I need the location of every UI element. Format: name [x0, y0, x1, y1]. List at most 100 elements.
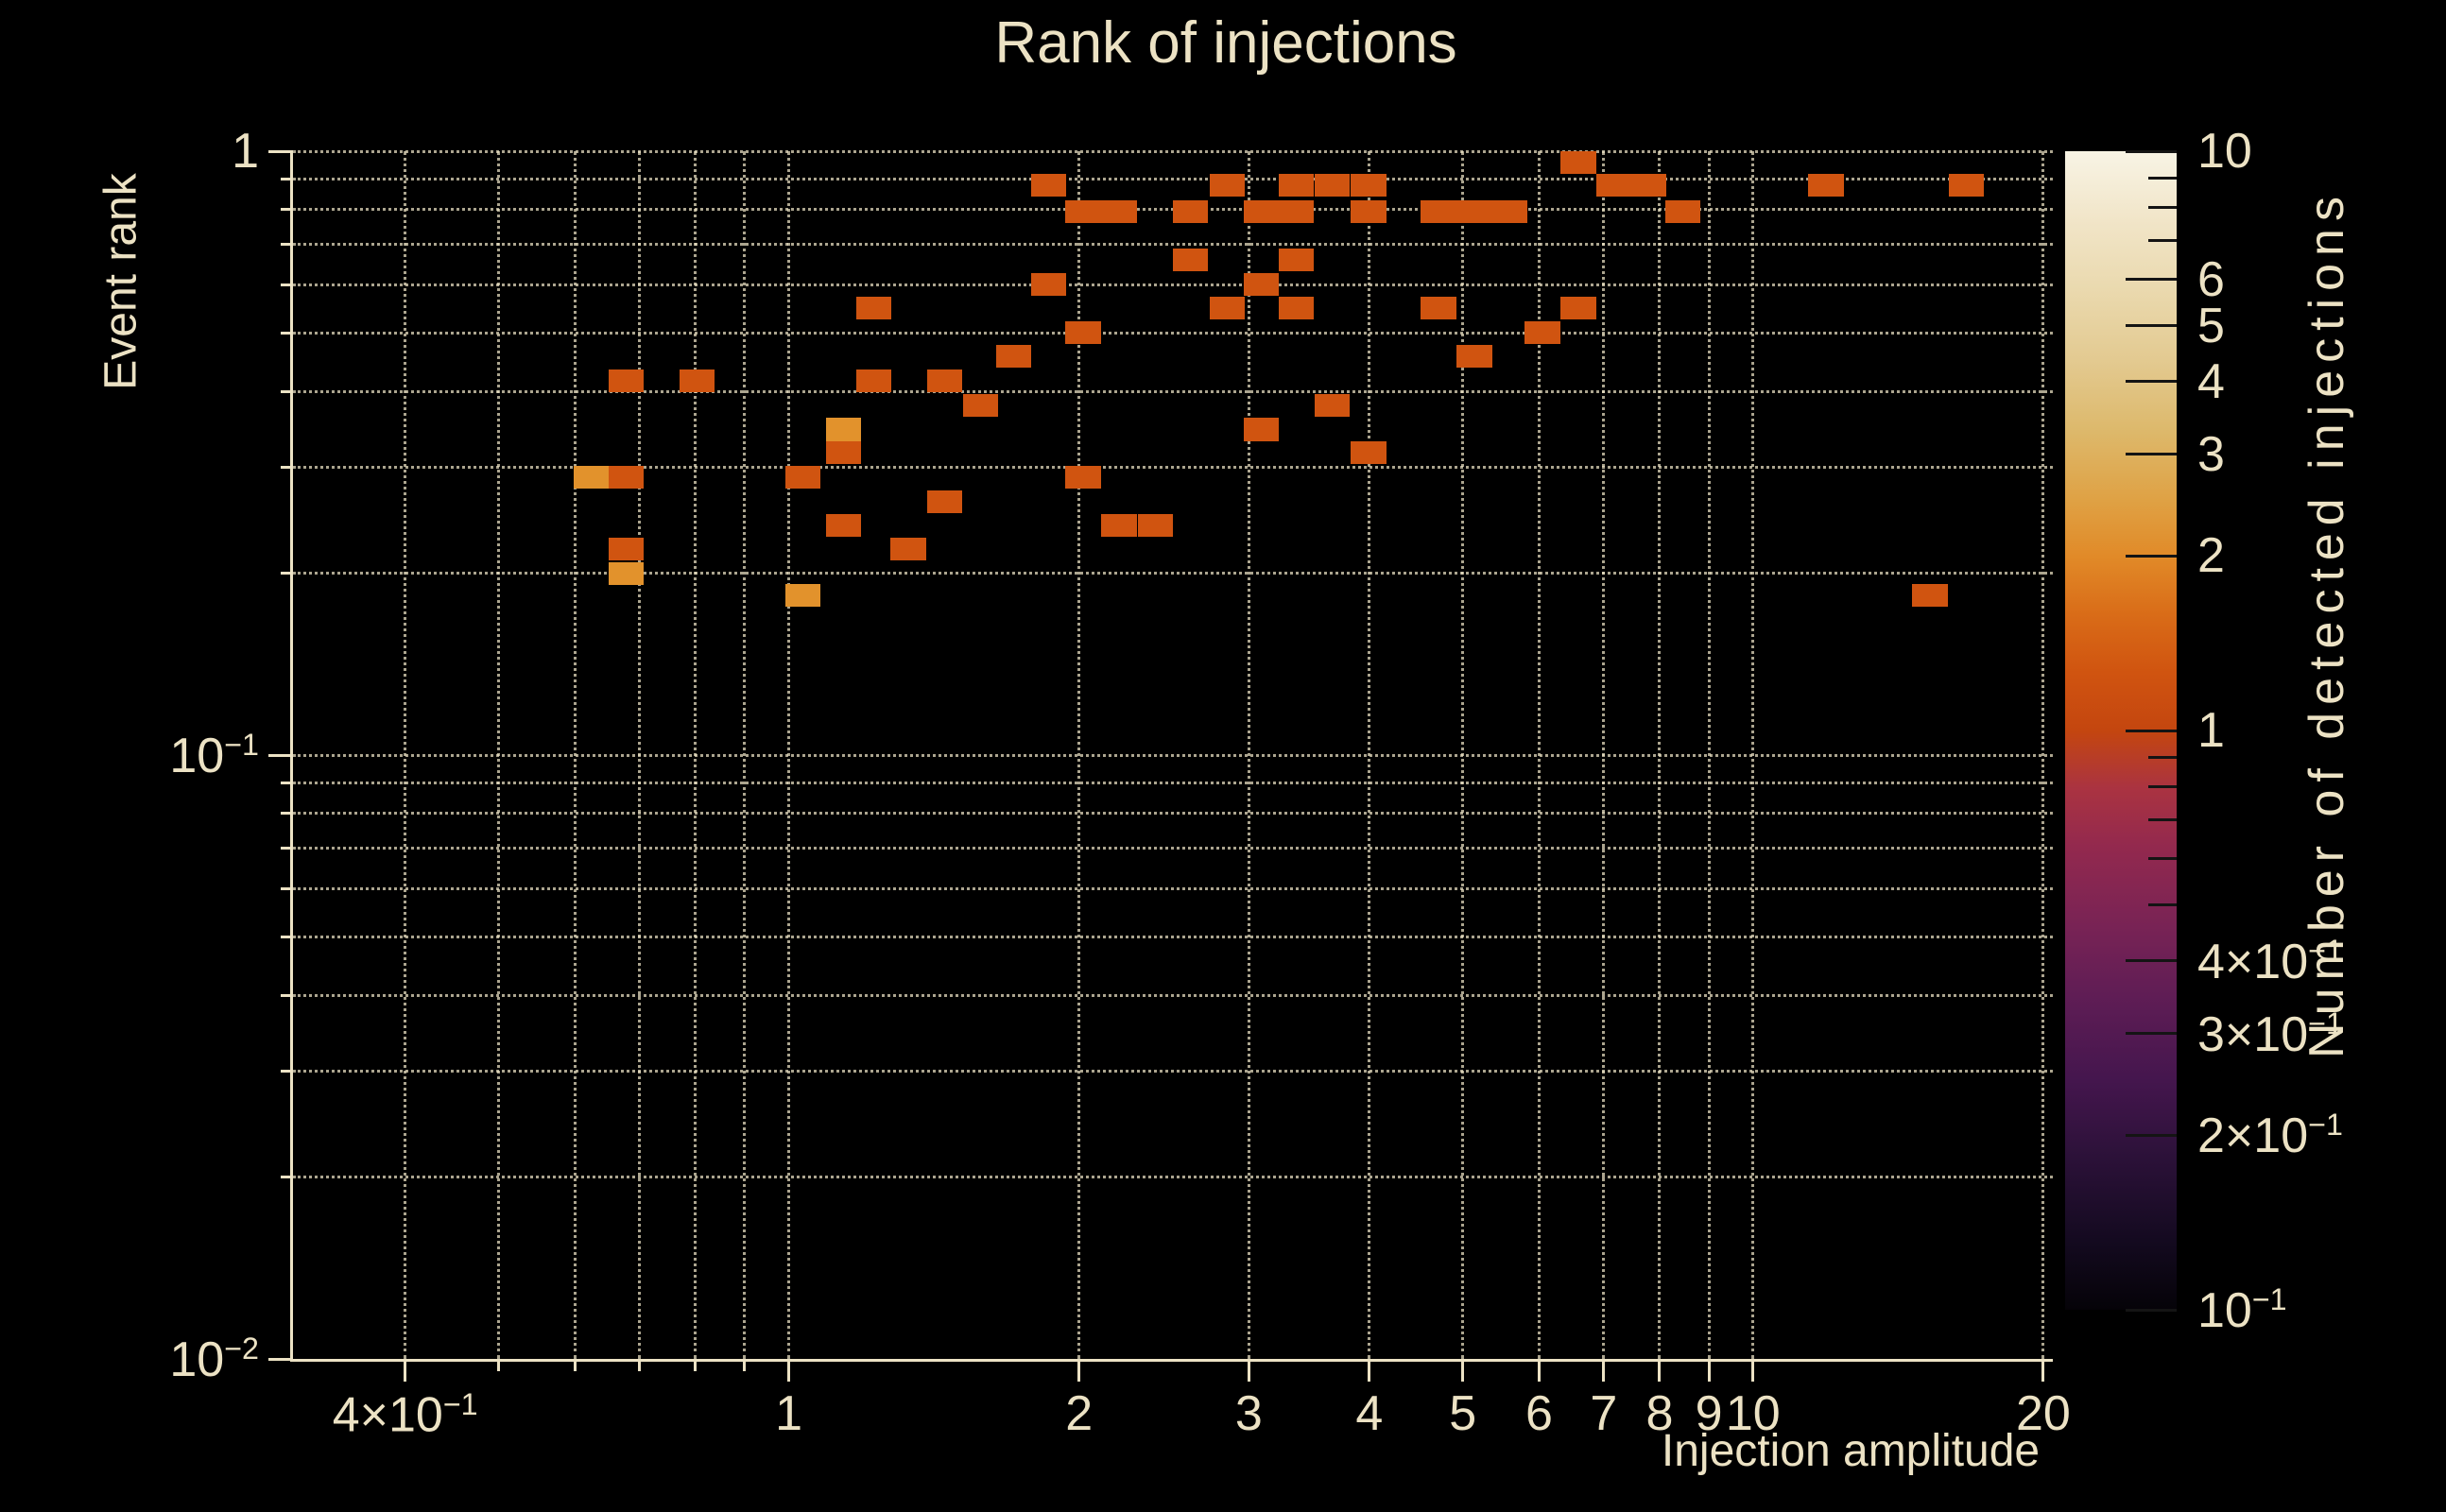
y-minor-tick	[281, 208, 293, 212]
heatmap-cell	[1243, 418, 1280, 441]
x-tick-label: 3	[1234, 1386, 1263, 1441]
heatmap-cell	[1065, 466, 1101, 490]
y-gridline	[293, 177, 2053, 180]
x-tick-label: 6	[1525, 1386, 1553, 1441]
x-minor-tick	[638, 1359, 642, 1371]
y-minor-tick	[281, 284, 293, 287]
heatmap-cell	[926, 369, 963, 393]
x-minor-tick	[573, 1359, 577, 1371]
y-tick-label: 10−1	[169, 728, 259, 783]
colorbar-tick-label: 3	[2197, 426, 2225, 482]
heatmap-cell	[1808, 174, 1844, 198]
y-minor-tick	[281, 572, 293, 576]
heatmap-cell	[784, 583, 821, 607]
x-tick-label: 1	[775, 1386, 803, 1441]
x-tick-label: 7	[1590, 1386, 1618, 1441]
y-minor-tick	[281, 993, 293, 997]
y-gridline	[293, 465, 2053, 469]
heatmap-cell	[1030, 174, 1067, 198]
colorbar-tick	[2126, 324, 2177, 328]
heatmap-cell	[962, 394, 999, 418]
x-tick-label: 2	[1065, 1386, 1094, 1441]
heatmap-cell	[1456, 199, 1492, 223]
heatmap-cell	[1421, 199, 1456, 223]
heatmap-cell	[995, 344, 1032, 368]
colorbar-tick	[2126, 1032, 2177, 1036]
heatmap-cell	[784, 466, 821, 490]
colorbar-tick-label: 1	[2197, 703, 2225, 758]
y-gridline	[293, 993, 2053, 997]
x-tick	[1368, 1359, 1371, 1382]
heatmap-cell	[1243, 199, 1280, 223]
heatmap-cell	[1350, 440, 1387, 464]
x-minor-tick	[743, 1359, 747, 1371]
heatmap-cell	[1456, 344, 1492, 368]
heatmap-cell	[1560, 297, 1596, 320]
heatmap-cell	[1101, 199, 1137, 223]
x-tick	[1751, 1359, 1755, 1382]
heatmap-cell	[1209, 174, 1246, 198]
y-gridline	[293, 847, 2053, 850]
chart-title: Rank of injections	[994, 10, 1457, 76]
heatmap-cell	[825, 513, 862, 538]
heatmap-cell	[1030, 272, 1067, 296]
y-minor-tick	[281, 1069, 293, 1073]
colorbar-tick-label: 4	[2197, 353, 2225, 409]
colorbar-minor-tick	[2148, 239, 2177, 243]
colorbar-minor-tick	[2148, 857, 2177, 861]
heatmap-cell	[1350, 174, 1387, 198]
colorbar-minor-tick	[2148, 205, 2177, 209]
colorbar-minor-tick	[2148, 818, 2177, 822]
x-axis-title: Injection amplitude	[1661, 1426, 2041, 1476]
heatmap-cell	[1491, 199, 1527, 223]
heatmap-cell	[1912, 583, 1948, 607]
y-gridline	[293, 1069, 2053, 1073]
colorbar-minor-tick	[2148, 784, 2177, 788]
colorbar-tick	[2126, 453, 2177, 456]
heatmap-cell	[1278, 297, 1315, 320]
heatmap-cell	[1065, 320, 1101, 344]
colorbar-tick-label: 10	[2197, 124, 2252, 179]
x-tick	[1461, 1359, 1465, 1382]
heatmap-cell	[608, 369, 645, 393]
heatmap-cell	[1314, 174, 1351, 198]
heatmap-cell	[1065, 199, 1101, 223]
heatmap-cell	[890, 538, 926, 561]
heatmap-cell	[573, 466, 610, 490]
x-tick-label: 5	[1449, 1386, 1477, 1441]
colorbar-tick-label: 2	[2197, 528, 2225, 584]
colorbar-tick-label: 4×10−1	[2197, 934, 2343, 989]
heatmap-cell	[1278, 174, 1315, 198]
colorbar-title: Number of detected injections	[2300, 189, 2354, 1058]
heatmap-cell	[608, 466, 645, 490]
heatmap-cell	[825, 418, 862, 441]
heatmap-cell	[1172, 248, 1209, 271]
y-axis-title: Event rank	[95, 173, 146, 390]
y-gridline	[293, 812, 2053, 816]
colorbar-minor-tick	[2148, 755, 2177, 759]
y-minor-tick	[281, 243, 293, 247]
y-minor-tick	[281, 781, 293, 784]
y-gridline	[293, 887, 2053, 891]
heatmap-cell	[926, 490, 963, 513]
y-tick	[268, 753, 293, 757]
colorbar-tick	[2126, 959, 2177, 963]
y-tick	[268, 149, 293, 153]
heatmap-cell	[1172, 199, 1209, 223]
x-tick	[1602, 1359, 1606, 1382]
x-tick-label: 4	[1355, 1386, 1384, 1441]
y-minor-tick	[281, 935, 293, 938]
heatmap-cell	[1595, 174, 1632, 198]
heatmap-cell	[679, 369, 715, 393]
heatmap-cell	[1209, 297, 1246, 320]
heatmap-cell	[825, 440, 862, 464]
heatmap-cell	[855, 297, 892, 320]
y-tick	[268, 1357, 293, 1361]
x-tick-label: 20	[2016, 1386, 2071, 1441]
heatmap-cell	[1948, 174, 1985, 198]
y-minor-tick	[281, 1176, 293, 1179]
heatmap-cell	[1664, 199, 1701, 223]
x-tick	[2041, 1359, 2045, 1382]
x-tick-label: 8	[1645, 1386, 1674, 1441]
